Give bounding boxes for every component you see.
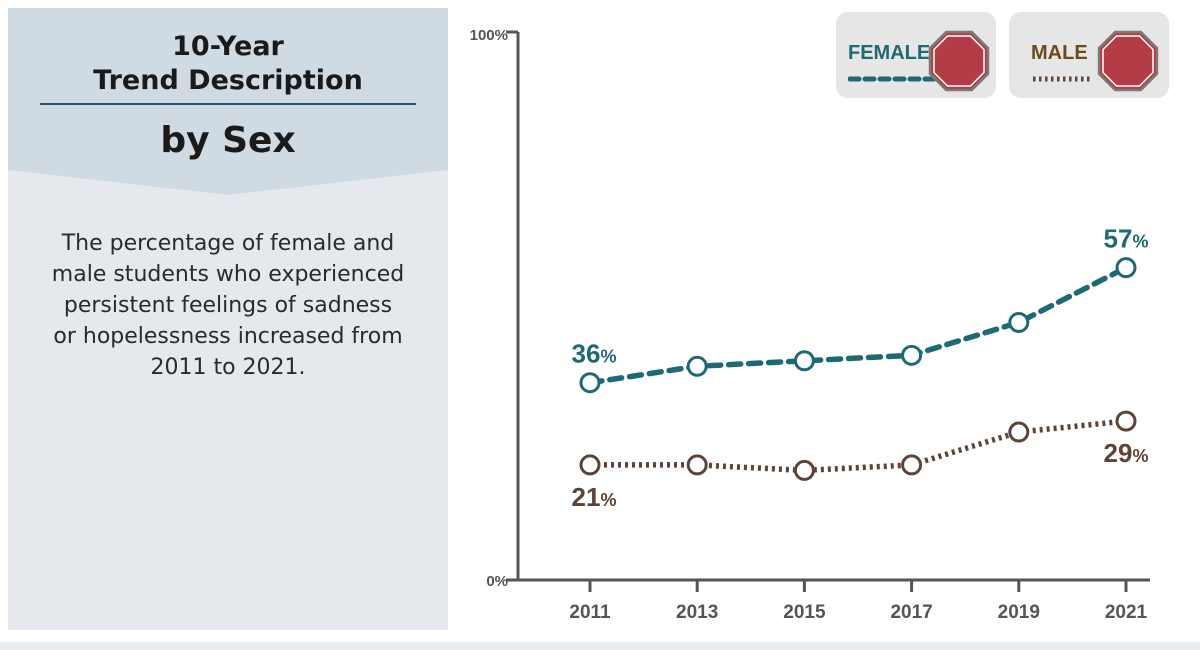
male-point-2013 — [686, 454, 708, 476]
panel-title-line2: Trend Description — [93, 65, 363, 96]
x-tick-label-2013: 2013 — [676, 602, 718, 623]
legend-female-label: FEMALE — [848, 42, 931, 64]
female-point-2013 — [686, 355, 708, 377]
female-point-2011 — [579, 372, 601, 394]
male-point-2011 — [579, 454, 601, 476]
panel-header-background — [8, 8, 448, 195]
male-label-2021: 29% — [1104, 438, 1149, 468]
bottom-rule — [0, 642, 1200, 650]
legend-male-line — [1033, 76, 1091, 82]
female-point-2021 — [1115, 257, 1137, 279]
x-tick-label-2021: 2021 — [1105, 602, 1148, 623]
x-tick-label-2019: 2019 — [998, 602, 1040, 623]
legend-female-line — [848, 76, 937, 82]
trend-description-panel: 10-Year Trend Description by Sex The per… — [8, 8, 448, 630]
male-point-2019 — [1008, 421, 1030, 443]
female-label-2021: 57% — [1104, 224, 1149, 254]
panel-title: 10-Year Trend Description — [8, 30, 448, 98]
male-label-2011: 21% — [572, 482, 617, 512]
stop-sign-icon — [928, 30, 990, 92]
x-tick-label-2015: 2015 — [783, 602, 826, 623]
y-tick-label-max: 100% — [470, 27, 508, 44]
female-series-line — [587, 264, 1129, 386]
title-divider — [40, 103, 416, 105]
x-tick-label-2011: 2011 — [569, 602, 611, 623]
stop-sign-icon — [1097, 30, 1159, 92]
female-point-2017 — [901, 344, 923, 366]
female-point-2019 — [1008, 311, 1030, 333]
female-point-2015 — [793, 350, 815, 372]
male-series-line — [590, 418, 1127, 474]
y-tick-label-min: 0% — [486, 573, 508, 590]
panel-title-line1: 10-Year — [172, 31, 284, 62]
legend-male-label: MALE — [1031, 42, 1088, 64]
panel-subtitle: by Sex — [160, 120, 296, 161]
male-point-2015 — [793, 459, 815, 481]
panel-header: 10-Year Trend Description by Sex — [8, 8, 448, 203]
female-label-2011: 36% — [572, 339, 617, 369]
legend-female: FEMALE — [836, 12, 996, 98]
male-point-2017 — [901, 454, 923, 476]
trend-description-text: The percentage of female and male studen… — [51, 231, 405, 380]
male-point-2021 — [1115, 410, 1137, 432]
legend-male: MALE — [1009, 12, 1169, 98]
x-tick-label-2017: 2017 — [890, 602, 932, 623]
